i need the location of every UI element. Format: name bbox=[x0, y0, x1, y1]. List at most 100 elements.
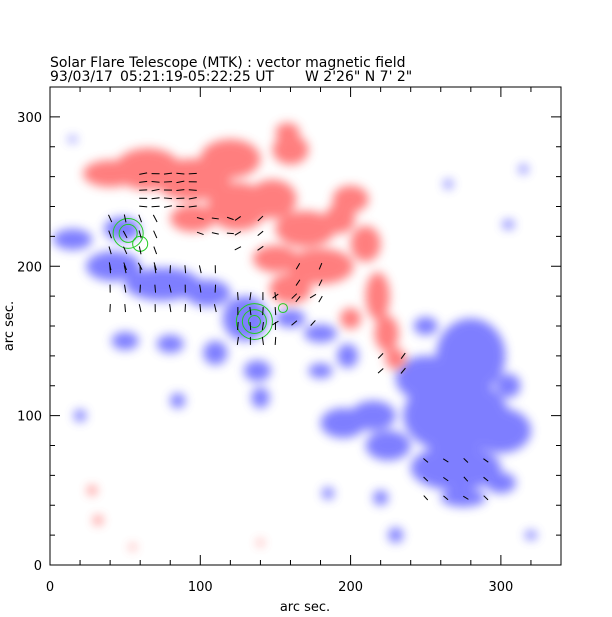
vector-65 bbox=[169, 304, 172, 313]
vector-106 bbox=[377, 353, 384, 359]
negative-region-27 bbox=[496, 373, 521, 398]
vector-31 bbox=[234, 246, 242, 251]
vector-50 bbox=[153, 246, 158, 255]
vector-21 bbox=[188, 197, 197, 200]
vector-103 bbox=[310, 320, 316, 326]
positive-region-22 bbox=[129, 544, 136, 551]
vector-32 bbox=[234, 231, 242, 236]
vector-98 bbox=[318, 262, 323, 270]
positive-region-19 bbox=[275, 122, 300, 141]
positive-region-23 bbox=[257, 539, 264, 546]
positive-region-16 bbox=[374, 315, 399, 352]
negative-region-31 bbox=[322, 487, 335, 500]
x-tick-label-200: 200 bbox=[338, 580, 363, 595]
negative-region-21 bbox=[365, 430, 411, 461]
vector-4 bbox=[139, 172, 148, 175]
vector-19 bbox=[176, 172, 185, 175]
positive-region-17 bbox=[385, 348, 407, 370]
x-tick-label-300: 300 bbox=[488, 580, 513, 595]
y-axis-label: arc sec. bbox=[2, 301, 17, 351]
vector-87 bbox=[262, 307, 264, 316]
negative-region-2 bbox=[104, 216, 141, 241]
positive-region-6 bbox=[248, 179, 297, 219]
negative-region-24 bbox=[470, 408, 531, 453]
vector-52 bbox=[152, 214, 158, 223]
plot-area bbox=[50, 87, 561, 565]
negative-region-32 bbox=[502, 219, 515, 229]
contour-0 bbox=[118, 223, 138, 243]
vector-6 bbox=[151, 197, 160, 200]
positive-region-20 bbox=[87, 485, 97, 495]
vector-14 bbox=[163, 172, 173, 175]
positive-region-10 bbox=[252, 245, 298, 273]
vector-40 bbox=[108, 214, 113, 223]
vector-115 bbox=[463, 495, 469, 500]
y-tick-label-200: 200 bbox=[17, 260, 42, 275]
negative-region-3 bbox=[125, 267, 201, 301]
negative-region-13 bbox=[243, 360, 271, 382]
vector-117 bbox=[463, 457, 469, 463]
vector-58 bbox=[123, 265, 127, 274]
contour-4 bbox=[241, 309, 267, 334]
vector-25 bbox=[196, 231, 204, 236]
chart-title: Solar Flare Telescope (MTK) : vector mag… bbox=[50, 55, 406, 71]
vector-82 bbox=[249, 321, 252, 331]
negative-region-25 bbox=[440, 488, 486, 507]
negative-region-11 bbox=[156, 334, 184, 353]
vector-73 bbox=[198, 265, 202, 274]
vector-110 bbox=[423, 476, 429, 482]
y-tick-label-100: 100 bbox=[17, 410, 42, 425]
vector-116 bbox=[463, 476, 469, 482]
negative-region-7 bbox=[303, 324, 338, 343]
vector-109 bbox=[423, 495, 429, 501]
negative-region-4 bbox=[185, 279, 231, 307]
vector-28 bbox=[211, 217, 219, 220]
vector-66 bbox=[168, 284, 172, 293]
vector-57 bbox=[124, 284, 127, 293]
vector-77 bbox=[236, 336, 239, 345]
vector-64 bbox=[154, 265, 157, 274]
x-tick-label-0: 0 bbox=[46, 580, 54, 595]
contour-6 bbox=[277, 303, 288, 314]
contour-1 bbox=[112, 217, 144, 249]
chart-subtitle-date: 93/03/17 bbox=[50, 69, 113, 85]
vector-35 bbox=[257, 230, 264, 236]
vector-46 bbox=[138, 246, 142, 255]
vector-27 bbox=[211, 232, 219, 235]
vector-108 bbox=[400, 352, 406, 360]
negative-region-35 bbox=[524, 530, 537, 540]
positive-region-11 bbox=[269, 273, 312, 304]
negative-region-0 bbox=[53, 228, 93, 250]
negative-polarity-layer bbox=[53, 136, 537, 543]
vector-78 bbox=[237, 321, 239, 331]
vector-18 bbox=[176, 180, 185, 184]
vector-113 bbox=[443, 476, 449, 482]
negative-region-16 bbox=[74, 409, 87, 422]
negative-region-29 bbox=[373, 490, 389, 506]
axis-ticks bbox=[49, 86, 562, 566]
vector-83 bbox=[249, 307, 252, 316]
vector-55 bbox=[109, 265, 111, 274]
negative-region-8 bbox=[337, 343, 359, 368]
vector-94 bbox=[295, 279, 301, 286]
vector-20 bbox=[188, 205, 197, 208]
vector-10 bbox=[163, 205, 173, 208]
vector-95 bbox=[295, 262, 301, 270]
vector-47 bbox=[138, 230, 142, 239]
vector-119 bbox=[483, 476, 489, 482]
vector-120 bbox=[483, 458, 489, 463]
vector-85 bbox=[261, 336, 264, 345]
negative-region-10 bbox=[111, 331, 139, 350]
vector-field-layer bbox=[108, 172, 489, 501]
vector-86 bbox=[261, 321, 264, 331]
vector-104 bbox=[309, 293, 317, 299]
positive-region-21 bbox=[93, 515, 103, 525]
vector-72 bbox=[199, 284, 202, 293]
negative-region-6 bbox=[275, 309, 306, 328]
vector-112 bbox=[443, 495, 449, 501]
vector-39 bbox=[108, 230, 112, 239]
vector-36 bbox=[257, 215, 264, 222]
negative-region-20 bbox=[410, 445, 501, 491]
vector-34 bbox=[257, 245, 264, 251]
